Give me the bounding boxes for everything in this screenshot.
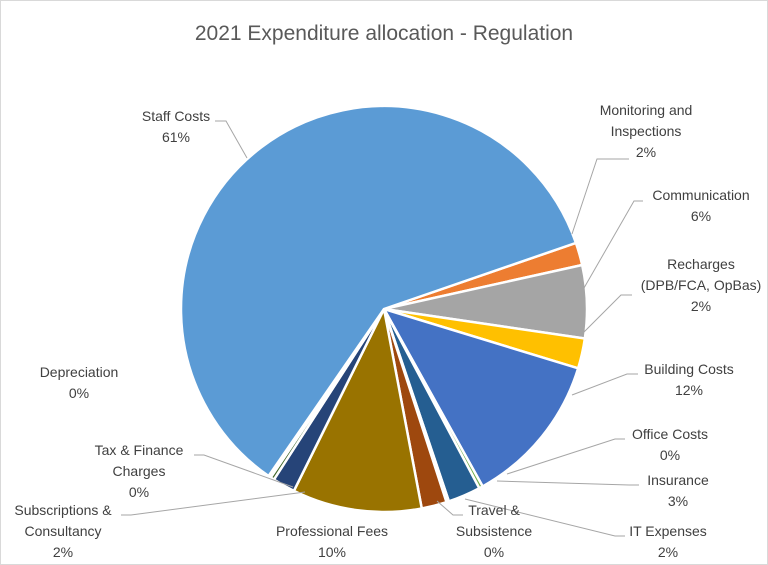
percent-label: 0%	[660, 447, 680, 463]
leader-line-office-costs	[506, 438, 625, 475]
percent-label: 0%	[69, 385, 89, 401]
leader-lines	[121, 120, 643, 537]
pie-slice-staff-costs	[179, 104, 578, 478]
leader-line-recharges-dpb-fca-opbas	[583, 294, 632, 333]
data-label-monitoring-and-inspections: Monitoring and Inspections 2%	[600, 102, 693, 160]
data-label-recharges-dpb-fca-opbas: Recharges (DPB/FCA, OpBas) 2%	[641, 256, 762, 314]
percent-label: 12%	[675, 382, 703, 398]
leader-line-travel-subsistence	[436, 500, 463, 516]
percent-label: 2%	[691, 298, 711, 314]
data-label-professional-fees: Professional Fees 10%	[276, 523, 388, 560]
leader-line-it-expenses	[464, 498, 625, 537]
data-label-depreciation: Depreciation 0%	[40, 364, 119, 401]
data-label-tax-finance-charges: Tax & Finance Charges 0%	[95, 442, 184, 500]
leader-line-insurance	[496, 480, 639, 486]
data-label-building-costs: Building Costs 12%	[644, 361, 734, 398]
pie-slice-building-costs	[381, 306, 580, 489]
category-label: Consultancy	[24, 523, 101, 539]
category-label: Monitoring and	[600, 102, 693, 118]
leader-line-subscriptions-consultancy	[121, 491, 306, 516]
percent-label: 2%	[53, 544, 73, 560]
data-label-travel-subsistence: Travel & Subsistence 0%	[456, 502, 532, 560]
pie-slice-professional-fees	[292, 305, 424, 514]
category-label: Communication	[652, 187, 749, 203]
leader-line-communication	[583, 200, 643, 289]
data-label-staff-costs: Staff Costs 61%	[142, 108, 210, 145]
data-label-subscriptions-consultancy: Subscriptions & Consultancy 2%	[14, 502, 112, 560]
category-label: Tax & Finance	[95, 442, 184, 458]
category-label: Depreciation	[40, 364, 119, 380]
leader-line-monitoring-and-inspections	[571, 158, 629, 235]
category-label: Subscriptions &	[14, 502, 112, 518]
category-label: Building Costs	[644, 361, 734, 377]
category-label: Insurance	[647, 472, 709, 488]
slice-labels: Monitoring and Inspections 2% Communication…	[14, 102, 761, 560]
data-label-communication: Communication 6%	[652, 187, 749, 224]
category-label: Travel &	[468, 502, 520, 518]
leader-line-tax-finance-charges	[194, 454, 294, 488]
category-label: IT Expenses	[629, 523, 707, 539]
pie-slices	[179, 104, 589, 514]
percent-label: 0%	[129, 484, 149, 500]
leader-line-building-costs	[571, 373, 638, 396]
category-label: Office Costs	[632, 426, 708, 442]
percent-label: 6%	[691, 208, 711, 224]
category-label: Charges	[113, 463, 166, 479]
percent-label: 2%	[658, 544, 678, 560]
percent-label: 0%	[484, 544, 504, 560]
category-label: Inspections	[611, 123, 682, 139]
category-label: Recharges	[667, 256, 735, 272]
category-label: (DPB/FCA, OpBas)	[641, 277, 762, 293]
percent-label: 10%	[318, 544, 346, 560]
percent-label: 61%	[162, 129, 190, 145]
data-label-insurance: Insurance 3%	[647, 472, 709, 509]
percent-label: 3%	[668, 493, 688, 509]
chart-title: 2021 Expenditure allocation - Regulation	[195, 22, 573, 45]
percent-label: 2%	[636, 144, 656, 160]
data-label-it-expenses: IT Expenses 2%	[629, 523, 707, 560]
category-label: Professional Fees	[276, 523, 388, 539]
category-label: Subsistence	[456, 523, 532, 539]
category-label: Staff Costs	[142, 108, 210, 124]
data-label-office-costs: Office Costs 0%	[632, 426, 708, 463]
leader-line-staff-costs	[215, 120, 248, 159]
